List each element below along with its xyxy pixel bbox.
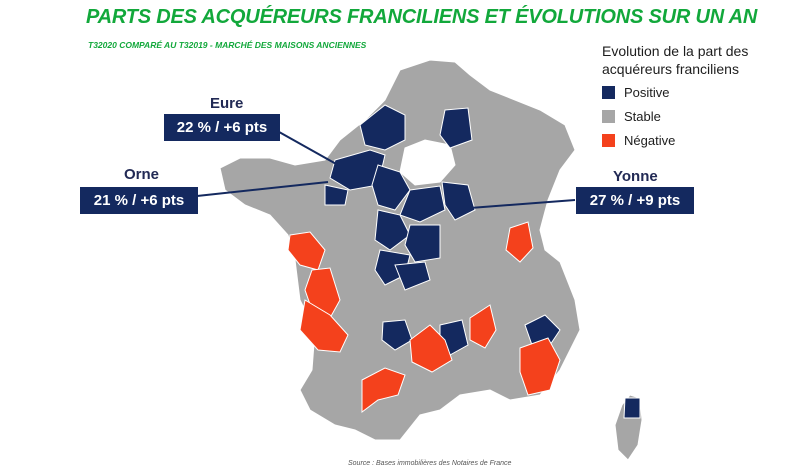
dept-lot [381,319,413,351]
legend-label-negative: Négative [624,133,676,148]
callout-leaders [196,127,576,209]
map-subtitle: T32020 COMPARÉ AU T32019 - MARCHÉ DES MA… [88,40,367,50]
negative-departments [287,221,561,413]
dept-loir-et-cher [374,209,411,251]
dept-hautes-alpes [524,314,561,346]
dept-yonne [441,181,476,221]
source-note: Source : Bases immobilières des Notaires… [348,460,512,467]
legend-label-positive: Positive [624,85,670,100]
france-mainland [219,59,581,441]
dept-vaucluse-var [519,337,561,396]
dept-haute-saone [505,221,534,263]
legend-swatch-stable [602,110,615,123]
dept-lozere-ardeche [469,304,497,349]
legend-label-stable: Stable [624,109,661,124]
dept-cher [404,224,441,263]
ile-de-france [399,139,456,186]
leader-orne [196,181,329,197]
dept-gironde [299,299,349,353]
leader-yonne [469,199,576,209]
callout-eure-name: Eure [210,95,244,112]
legend-swatch-negative [602,134,615,147]
leader-eure [271,127,339,166]
callout-yonne-name: Yonne [613,168,658,185]
dept-tarn-et-garonne [409,324,453,373]
legend-title: Evolution de la part des acquéreurs fran… [602,43,749,77]
callout-eure-value: 22 % / +6 pts [164,114,280,141]
dept-ariege [361,367,406,413]
dept-loiret [399,185,446,223]
callout-orne-name: Orne [124,166,160,183]
callout-orne-value: 21 % / +6 pts [80,187,198,214]
callout-yonne-value: 27 % / +9 pts [576,187,694,214]
positive-departments [324,104,641,419]
dept-creuse [394,261,431,291]
map-title: PARTS DES ACQUÉREURS FRANCILIENS ET ÉVOL… [86,6,758,28]
legend-swatch-positive [602,86,615,99]
dept-oise [439,107,473,149]
dept-orne [324,184,349,206]
dept-haute-corse [623,397,641,419]
dept-seine-maritime [359,104,406,151]
dept-eure-et-loir [371,164,411,211]
